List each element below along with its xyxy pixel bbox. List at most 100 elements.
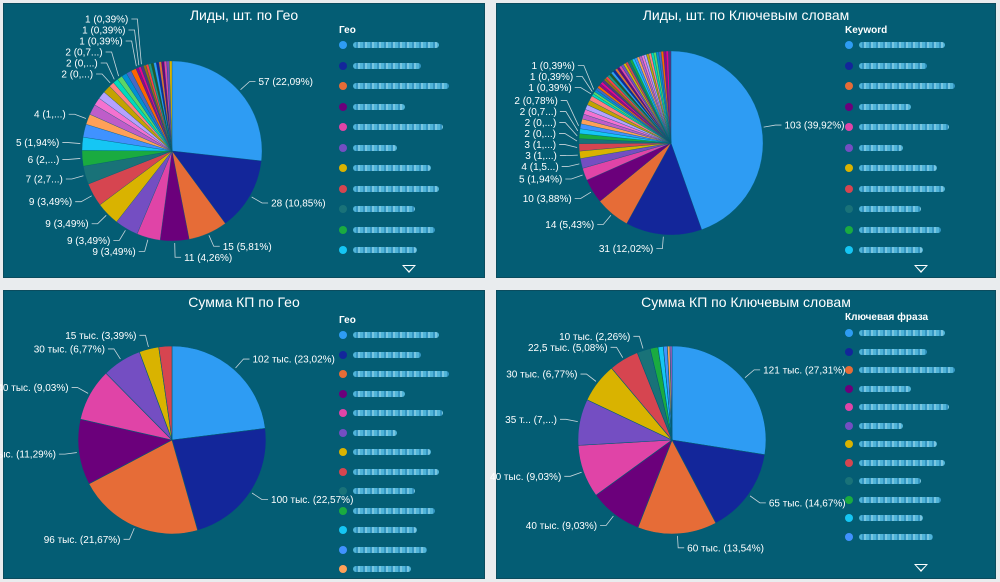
legend-item[interactable] [339,369,449,379]
legend-item[interactable] [339,408,443,418]
legend-item[interactable] [339,122,443,132]
legend-item[interactable] [339,81,449,91]
legend-label-obscured [859,422,903,429]
legend-scroll-down-icon[interactable] [914,564,928,572]
legend-item[interactable] [339,525,417,535]
data-label: 4 (1,...) [34,110,66,121]
legend-item[interactable] [339,506,435,516]
legend-item[interactable] [339,61,421,71]
legend-color-dot [845,329,853,337]
legend-color-dot [845,41,853,49]
pie-slice[interactable] [670,50,764,230]
pie-slice[interactable] [668,50,672,144]
legend-item[interactable] [845,328,945,338]
pie-slice[interactable] [671,439,766,524]
pie-slice[interactable] [77,418,173,485]
pie-slice[interactable] [171,428,267,531]
legend-item[interactable] [845,163,937,173]
legend-item[interactable] [339,225,435,235]
legend-color-dot [339,184,347,193]
legend-item[interactable] [339,389,405,399]
legend-scroll-down-icon[interactable] [914,265,928,273]
data-label: 1 (0,39%) [82,26,125,37]
legend-item[interactable] [339,428,397,438]
legend-item[interactable] [845,365,955,375]
legend-item[interactable] [845,143,903,153]
pie-chart[interactable]: 121 тыс. (27,31%) 65 тыс. (14,67%) 60 тыс.… [490,290,996,579]
legend-item[interactable] [339,564,411,574]
pie-chart[interactable]: 103 (39,92%) 31 (12,02%) 14 (5,43%) 10 (3,8… [496,3,996,278]
data-label: 40 тыс. (9,03%) [490,472,561,483]
legend-item[interactable] [339,102,405,112]
legend-item[interactable] [845,225,941,235]
legend-item[interactable] [845,347,927,357]
pie-slice[interactable] [171,345,266,441]
pie-slice[interactable] [637,439,717,535]
legend-label-obscured [353,165,431,171]
pie-chart[interactable]: 102 тыс. (23,02%) 100 тыс. (22,57%) 96 тыс… [0,290,485,579]
legend-item[interactable] [845,476,921,486]
data-label: 7 (2,7...) [26,175,63,186]
legend-item[interactable] [845,122,949,132]
legend-item[interactable] [339,204,415,214]
pie-chart[interactable]: 57 (22,09%) 28 (10,85%) 15 (5,81%)11 (4,26… [3,3,485,278]
legend-item[interactable] [845,61,927,71]
legend-color-dot [845,532,853,541]
legend-item[interactable] [845,513,923,523]
chart-title: Сумма КП по Ключевым словам [641,294,851,310]
pie-slice[interactable] [171,60,263,162]
legend-item[interactable] [845,204,921,214]
legend-item[interactable] [845,532,933,542]
legend-item[interactable] [339,143,397,153]
legend-item[interactable] [845,184,945,194]
pie-slice[interactable] [669,345,673,441]
legend-scroll-down-icon[interactable] [402,265,416,273]
label-leader-line [576,76,593,92]
pie-slice[interactable] [88,439,199,535]
label-leader-line [744,369,761,378]
legend-item[interactable] [339,350,421,360]
label-leader-line [633,335,644,349]
legend-item[interactable] [845,439,937,449]
pie-slice[interactable] [171,150,262,224]
legend-item[interactable] [339,486,415,496]
legend-color-dot [339,448,347,456]
legend-item[interactable] [339,163,431,173]
data-label: 57 (22,09%) [258,77,312,88]
legend-item[interactable] [845,81,955,91]
legend-item[interactable] [845,102,911,112]
legend-item[interactable] [845,245,923,255]
pie-slice[interactable] [169,60,173,152]
pie-slice[interactable] [158,345,173,441]
legend-color-dot [845,61,853,70]
pie-slice[interactable] [671,345,767,456]
legend-label-obscured [859,478,921,484]
legend-item[interactable] [339,447,431,457]
legend-label-obscured [859,165,937,171]
legend-item[interactable] [845,402,949,412]
legend-item[interactable] [339,40,439,50]
legend-item[interactable] [339,545,427,555]
legend-label-obscured [353,390,405,397]
legend-item[interactable] [339,330,439,340]
legend-color-dot [845,366,853,374]
legend-label-obscured [859,42,945,48]
data-label: 2 (0,...) [525,118,557,129]
data-label: 102 тыс. (23,02%) [252,355,334,366]
legend-item[interactable] [339,245,417,255]
legend-item[interactable] [845,384,911,394]
legend-color-dot [339,331,347,339]
legend-item[interactable] [845,421,903,431]
legend-item[interactable] [339,184,439,194]
legend-item[interactable] [845,40,945,50]
legend-item[interactable] [845,458,945,468]
chart-title: Лиды, шт. по Ключевым словам [642,7,850,23]
legend-label-obscured [859,144,903,151]
legend-label-obscured [859,103,911,110]
legend-item[interactable] [339,467,439,477]
legend-item[interactable] [845,495,941,505]
pie-slice[interactable] [626,142,702,236]
legend-label-obscured [859,496,941,503]
legend-color-dot [339,102,347,111]
label-leader-line [251,196,269,204]
